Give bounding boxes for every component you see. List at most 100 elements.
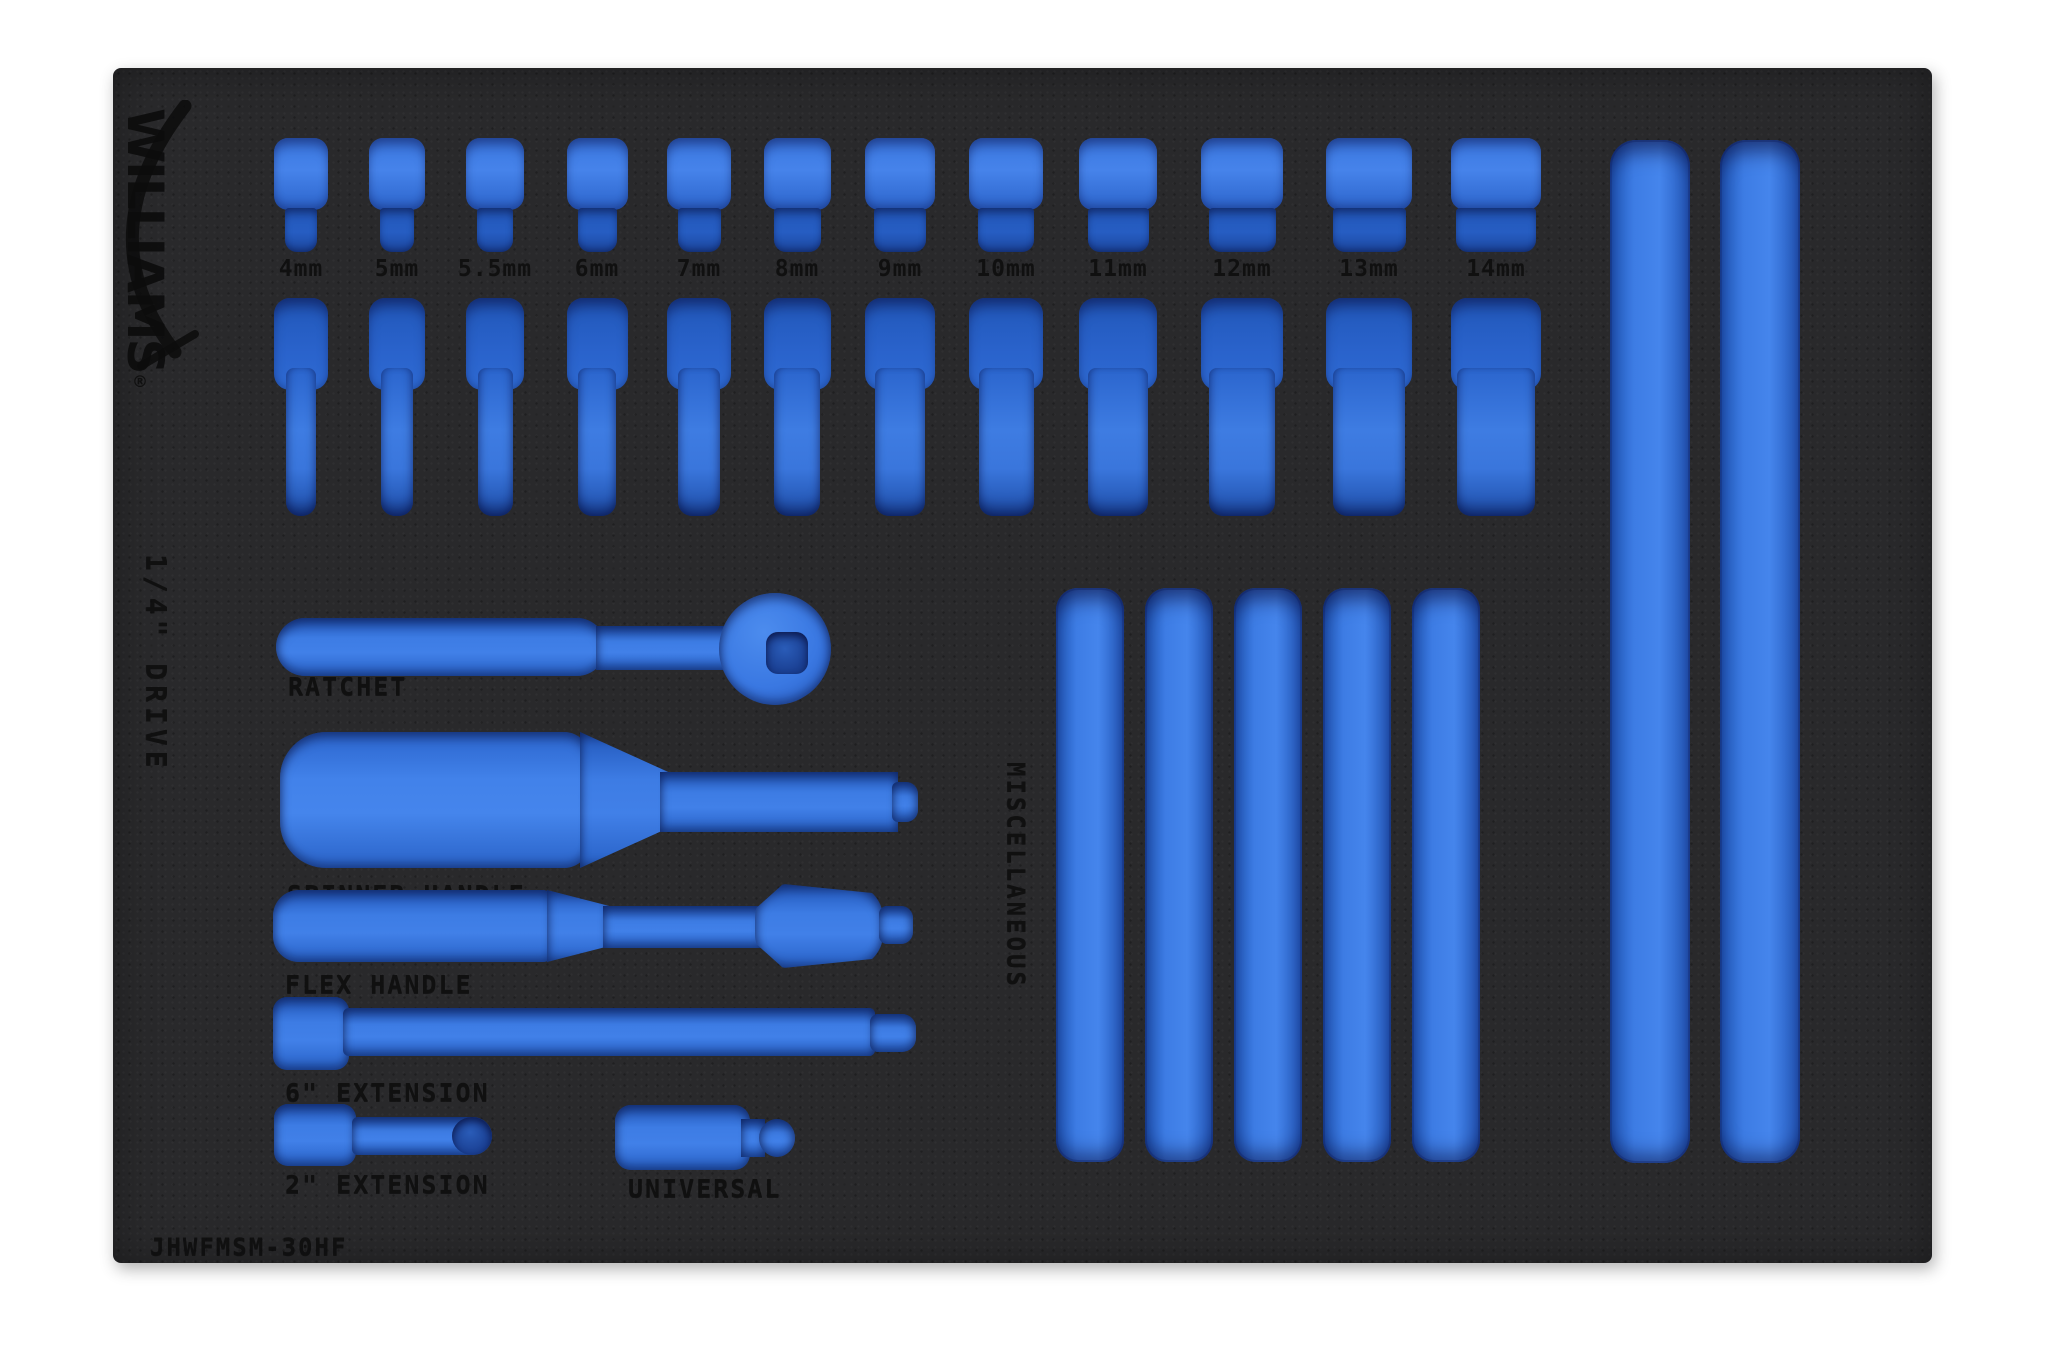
socket-stem-recess bbox=[1332, 208, 1406, 252]
socket-stem-recess bbox=[677, 208, 721, 252]
shallow-socket-cutout-6mm bbox=[566, 138, 628, 252]
socket-size-label-11mm: 11mm bbox=[1088, 256, 1148, 282]
extension-6in-bar-recess bbox=[343, 1008, 875, 1056]
socket-size-label-12mm: 12mm bbox=[1212, 256, 1272, 282]
extension-2in-end-recess bbox=[274, 1104, 356, 1166]
extension-2in-label: 2" EXTENSION bbox=[285, 1170, 490, 1199]
ratchet-handle-recess bbox=[276, 618, 606, 676]
socket-stem-recess bbox=[773, 208, 821, 252]
socket-stem-recess bbox=[578, 368, 616, 516]
socket-stem-recess bbox=[875, 368, 925, 516]
socket-stem-recess bbox=[477, 368, 513, 516]
registered-trademark-icon: ® bbox=[132, 372, 148, 391]
deep-socket-cutout-9mm bbox=[865, 298, 935, 516]
extension-6in-cutout bbox=[273, 997, 918, 1071]
socket-stem-recess bbox=[286, 368, 316, 516]
socket-size-label-5.5mm: 5.5mm bbox=[457, 256, 533, 282]
socket-head-recess bbox=[566, 138, 628, 210]
brand-logo: WILLIAMS bbox=[116, 108, 174, 373]
miscellaneous-slot-2 bbox=[1145, 588, 1213, 1162]
shallow-socket-cutout-7mm bbox=[667, 138, 731, 252]
deep-socket-cutout-13mm bbox=[1326, 298, 1412, 516]
socket-head-recess bbox=[274, 138, 328, 210]
shallow-socket-cutout-10mm bbox=[969, 138, 1043, 252]
socket-stem-recess bbox=[678, 368, 720, 516]
miscellaneous-slot-5 bbox=[1412, 588, 1480, 1162]
socket-size-label-8mm: 8mm bbox=[774, 256, 820, 282]
ratchet-drive-hole bbox=[766, 632, 808, 674]
socket-size-label-9mm: 9mm bbox=[877, 256, 923, 282]
deep-socket-cutout-11mm bbox=[1079, 298, 1157, 516]
ratchet-label: RATCHET bbox=[288, 672, 408, 701]
shallow-socket-cutout-5.5mm bbox=[466, 138, 524, 252]
flex-handle-cutout bbox=[273, 882, 918, 972]
socket-stem-recess bbox=[1457, 368, 1535, 516]
socket-stem-recess bbox=[577, 208, 617, 252]
shallow-socket-cutout-8mm bbox=[763, 138, 831, 252]
flex-head-recess bbox=[755, 884, 883, 968]
deep-socket-cutout-7mm bbox=[667, 298, 731, 516]
shallow-socket-cutout-14mm bbox=[1451, 138, 1541, 252]
shallow-socket-cutout-9mm bbox=[865, 138, 935, 252]
socket-head-recess bbox=[667, 138, 731, 210]
flex-handle-label: FLEX HANDLE bbox=[285, 970, 473, 999]
socket-size-label-10mm: 10mm bbox=[976, 256, 1036, 282]
socket-head-recess bbox=[969, 138, 1043, 210]
extension-6in-end-recess bbox=[273, 997, 349, 1070]
long-slot-2 bbox=[1720, 140, 1800, 1163]
universal-label: UNIVERSAL bbox=[628, 1174, 782, 1203]
deep-socket-cutout-14mm bbox=[1451, 298, 1541, 516]
socket-size-label-13mm: 13mm bbox=[1339, 256, 1399, 282]
socket-stem-recess bbox=[1456, 208, 1536, 252]
socket-stem-recess bbox=[380, 208, 414, 252]
flex-bar-recess bbox=[273, 890, 553, 962]
socket-head-recess bbox=[1451, 138, 1541, 210]
socket-stem-recess bbox=[285, 208, 317, 252]
socket-stem-recess bbox=[978, 368, 1034, 516]
socket-stem-recess bbox=[1087, 208, 1149, 252]
socket-stem-recess bbox=[774, 368, 820, 516]
extension-2in-cutout bbox=[274, 1104, 494, 1168]
socket-head-recess bbox=[1079, 138, 1157, 210]
socket-size-label-4mm: 4mm bbox=[278, 256, 324, 282]
socket-stem-recess bbox=[1333, 368, 1405, 516]
miscellaneous-slot-1 bbox=[1056, 588, 1124, 1162]
socket-size-label-14mm: 14mm bbox=[1466, 256, 1526, 282]
socket-head-recess bbox=[369, 138, 425, 210]
shallow-socket-cutout-13mm bbox=[1326, 138, 1412, 252]
universal-nub-recess bbox=[759, 1119, 795, 1157]
shallow-socket-cutout-4mm bbox=[274, 138, 328, 252]
extension-6in-label: 6" EXTENSION bbox=[285, 1078, 490, 1107]
miscellaneous-slot-4 bbox=[1323, 588, 1391, 1162]
shallow-socket-cutout-5mm bbox=[369, 138, 425, 252]
socket-size-label-5mm: 5mm bbox=[374, 256, 420, 282]
socket-stem-recess bbox=[1209, 368, 1275, 516]
socket-head-recess bbox=[1326, 138, 1412, 210]
socket-stem-recess bbox=[1208, 208, 1276, 252]
socket-stem-recess bbox=[978, 208, 1034, 252]
socket-size-label-6mm: 6mm bbox=[574, 256, 620, 282]
socket-stem-recess bbox=[381, 368, 413, 516]
spinner-handle-cutout bbox=[280, 730, 920, 870]
socket-head-recess bbox=[763, 138, 831, 210]
drive-size-label: 1/4" DRIVE bbox=[140, 554, 173, 773]
socket-head-recess bbox=[1201, 138, 1283, 210]
shallow-socket-cutout-11mm bbox=[1079, 138, 1157, 252]
ratchet-cutout bbox=[276, 590, 832, 708]
deep-socket-cutout-4mm bbox=[274, 298, 328, 516]
shallow-socket-cutout-12mm bbox=[1201, 138, 1283, 252]
socket-stem-recess bbox=[874, 208, 926, 252]
deep-socket-cutout-12mm bbox=[1201, 298, 1283, 516]
socket-size-label-7mm: 7mm bbox=[676, 256, 722, 282]
extension-6in-tip-recess bbox=[870, 1014, 916, 1052]
long-slot-1 bbox=[1610, 140, 1690, 1163]
spinner-grip-recess bbox=[280, 732, 590, 868]
universal-cutout bbox=[615, 1105, 795, 1171]
socket-head-recess bbox=[865, 138, 935, 210]
flex-shaft-recess bbox=[603, 906, 763, 948]
spinner-neck-recess bbox=[580, 732, 670, 868]
socket-stem-recess bbox=[1088, 368, 1148, 516]
deep-socket-cutout-5mm bbox=[369, 298, 425, 516]
spinner-shaft-recess bbox=[660, 772, 898, 832]
